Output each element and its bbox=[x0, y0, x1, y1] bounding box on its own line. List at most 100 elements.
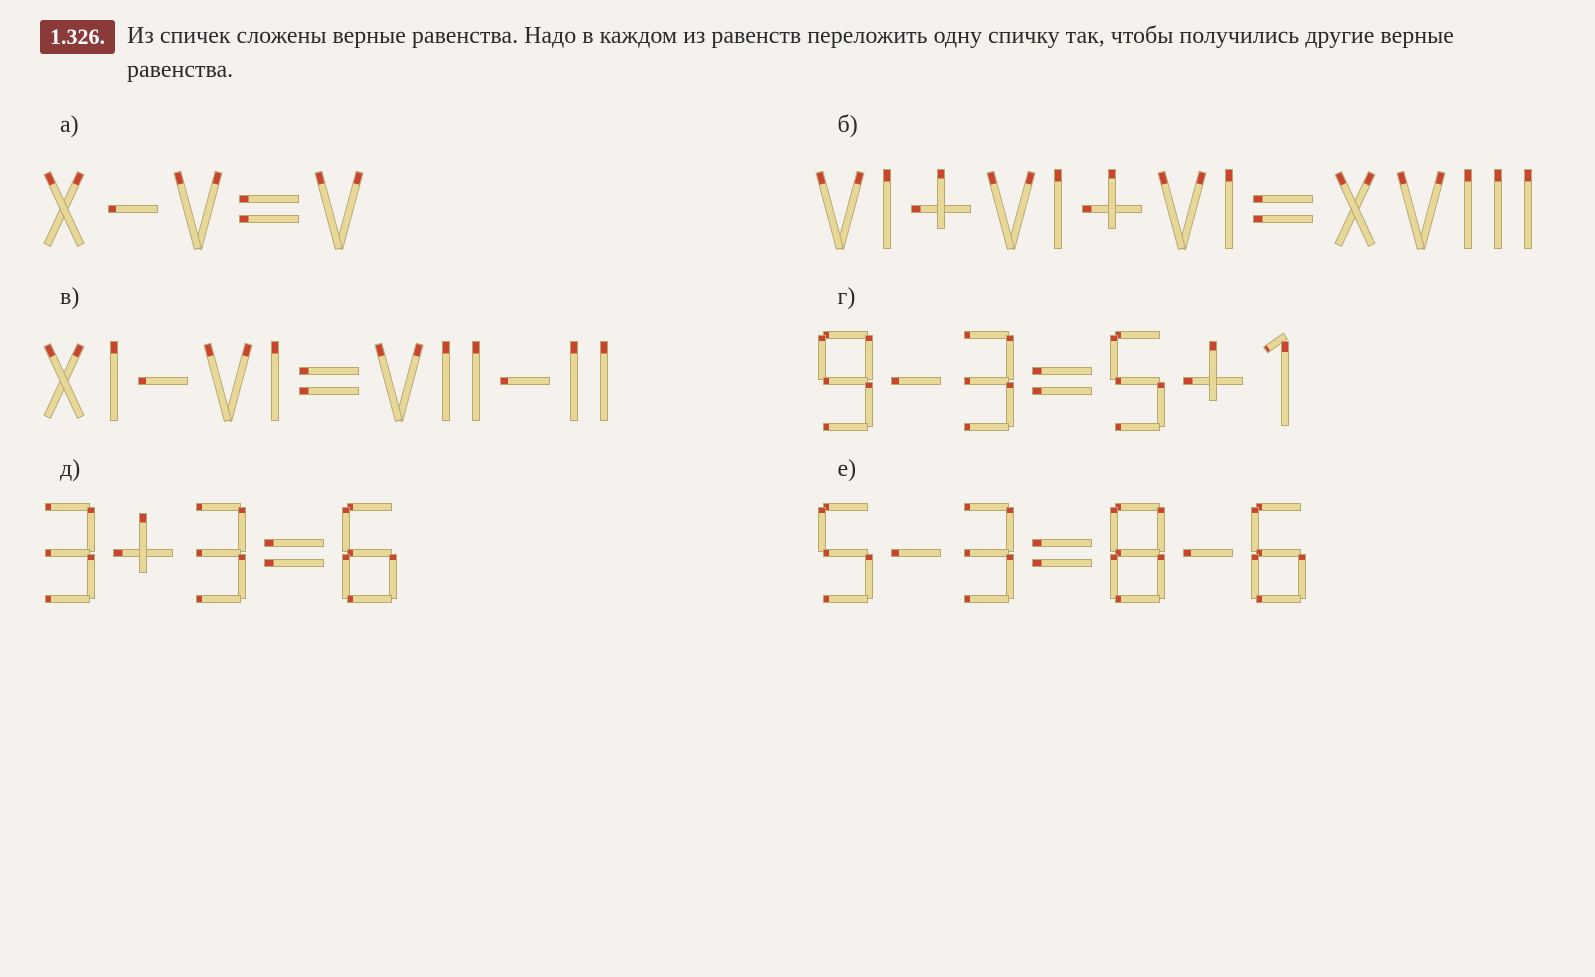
puzzle-label-e: е) bbox=[838, 456, 1556, 483]
roman-i bbox=[440, 341, 452, 421]
puzzle-e: е) bbox=[818, 456, 1556, 608]
equals-sign bbox=[239, 195, 299, 223]
roman-v bbox=[1399, 169, 1444, 249]
puzzle-label-d: д) bbox=[60, 456, 778, 483]
match-icon bbox=[238, 507, 246, 552]
match-icon bbox=[891, 377, 941, 385]
match-icon bbox=[374, 343, 402, 422]
match-icon bbox=[964, 423, 1009, 431]
puzzle-a: а) bbox=[40, 112, 778, 264]
problem-header: 1.326. Из спичек сложены верные равенств… bbox=[40, 20, 1555, 87]
match-icon bbox=[87, 507, 95, 552]
match-icon bbox=[986, 171, 1014, 250]
equals-sign bbox=[1253, 195, 1313, 223]
digit-3 bbox=[191, 503, 246, 603]
digit-5 bbox=[818, 503, 873, 603]
match-icon bbox=[1006, 335, 1014, 380]
plus-sign bbox=[1183, 351, 1243, 411]
match-icon bbox=[1115, 377, 1160, 385]
puzzle-b: б) bbox=[818, 112, 1556, 264]
problem-text: Из спичек сложены верные равенства. Надо… bbox=[127, 20, 1555, 87]
match-icon bbox=[264, 559, 324, 567]
roman-v bbox=[1160, 169, 1205, 249]
match-icon bbox=[500, 377, 550, 385]
equation-g bbox=[818, 326, 1556, 436]
equals-sign bbox=[264, 539, 324, 567]
digit-6 bbox=[342, 503, 397, 603]
match-icon bbox=[865, 554, 873, 599]
minus-sign bbox=[891, 377, 941, 385]
match-icon bbox=[1115, 423, 1160, 431]
match-icon bbox=[347, 595, 392, 603]
roman-x bbox=[40, 341, 90, 421]
match-icon bbox=[823, 331, 868, 339]
roman-i bbox=[881, 169, 893, 249]
minus-sign bbox=[891, 549, 941, 557]
match-icon bbox=[1209, 341, 1217, 401]
minus-sign bbox=[500, 377, 550, 385]
match-icon bbox=[1110, 507, 1118, 552]
match-icon bbox=[1225, 169, 1233, 249]
match-icon bbox=[45, 549, 90, 557]
match-icon bbox=[239, 195, 299, 203]
minus-sign bbox=[1183, 549, 1233, 557]
match-icon bbox=[299, 387, 359, 395]
puzzle-label-a: а) bbox=[60, 112, 778, 139]
roman-i bbox=[568, 341, 580, 421]
match-icon bbox=[1253, 195, 1313, 203]
match-icon bbox=[196, 503, 241, 511]
match-icon bbox=[1157, 382, 1165, 427]
match-icon bbox=[264, 539, 324, 547]
match-icon bbox=[442, 341, 450, 421]
match-icon bbox=[964, 503, 1009, 511]
match-icon bbox=[314, 171, 342, 250]
minus-sign bbox=[108, 205, 158, 213]
puzzle-label-b: б) bbox=[838, 112, 1556, 139]
match-icon bbox=[45, 503, 90, 511]
match-icon bbox=[472, 341, 480, 421]
minus-sign bbox=[138, 377, 188, 385]
match-icon bbox=[818, 507, 826, 552]
match-icon bbox=[110, 341, 118, 421]
match-icon bbox=[1054, 169, 1062, 249]
roman-i bbox=[1223, 169, 1235, 249]
equation-v bbox=[40, 326, 778, 436]
roman-x bbox=[1331, 169, 1381, 249]
match-icon bbox=[1157, 554, 1165, 599]
roman-v bbox=[818, 169, 863, 249]
match-icon bbox=[196, 549, 241, 557]
match-icon bbox=[1115, 503, 1160, 511]
match-icon bbox=[1108, 169, 1116, 229]
match-icon bbox=[1251, 554, 1259, 599]
match-icon bbox=[342, 507, 350, 552]
match-icon bbox=[865, 335, 873, 380]
digit-1 bbox=[1261, 331, 1301, 431]
puzzle-label-v: в) bbox=[60, 284, 778, 311]
plus-sign bbox=[911, 179, 971, 239]
roman-v bbox=[317, 169, 362, 249]
match-icon bbox=[1281, 341, 1289, 426]
roman-i bbox=[598, 341, 610, 421]
match-icon bbox=[1256, 595, 1301, 603]
roman-v bbox=[206, 341, 251, 421]
match-icon bbox=[238, 554, 246, 599]
match-icon bbox=[1006, 382, 1014, 427]
match-icon bbox=[108, 205, 158, 213]
roman-i bbox=[1462, 169, 1474, 249]
problem-number-badge: 1.326. bbox=[40, 20, 115, 54]
match-icon bbox=[1157, 171, 1185, 250]
match-icon bbox=[342, 554, 350, 599]
match-icon bbox=[964, 595, 1009, 603]
digit-6 bbox=[1251, 503, 1306, 603]
match-icon bbox=[1032, 539, 1092, 547]
roman-i bbox=[108, 341, 120, 421]
roman-v bbox=[377, 341, 422, 421]
match-icon bbox=[1298, 554, 1306, 599]
equation-a bbox=[40, 154, 778, 264]
equation-b bbox=[818, 154, 1556, 264]
plus-sign bbox=[1082, 179, 1142, 239]
match-icon bbox=[203, 343, 231, 422]
equals-sign bbox=[299, 367, 359, 395]
match-icon bbox=[823, 549, 868, 557]
match-icon bbox=[823, 423, 868, 431]
